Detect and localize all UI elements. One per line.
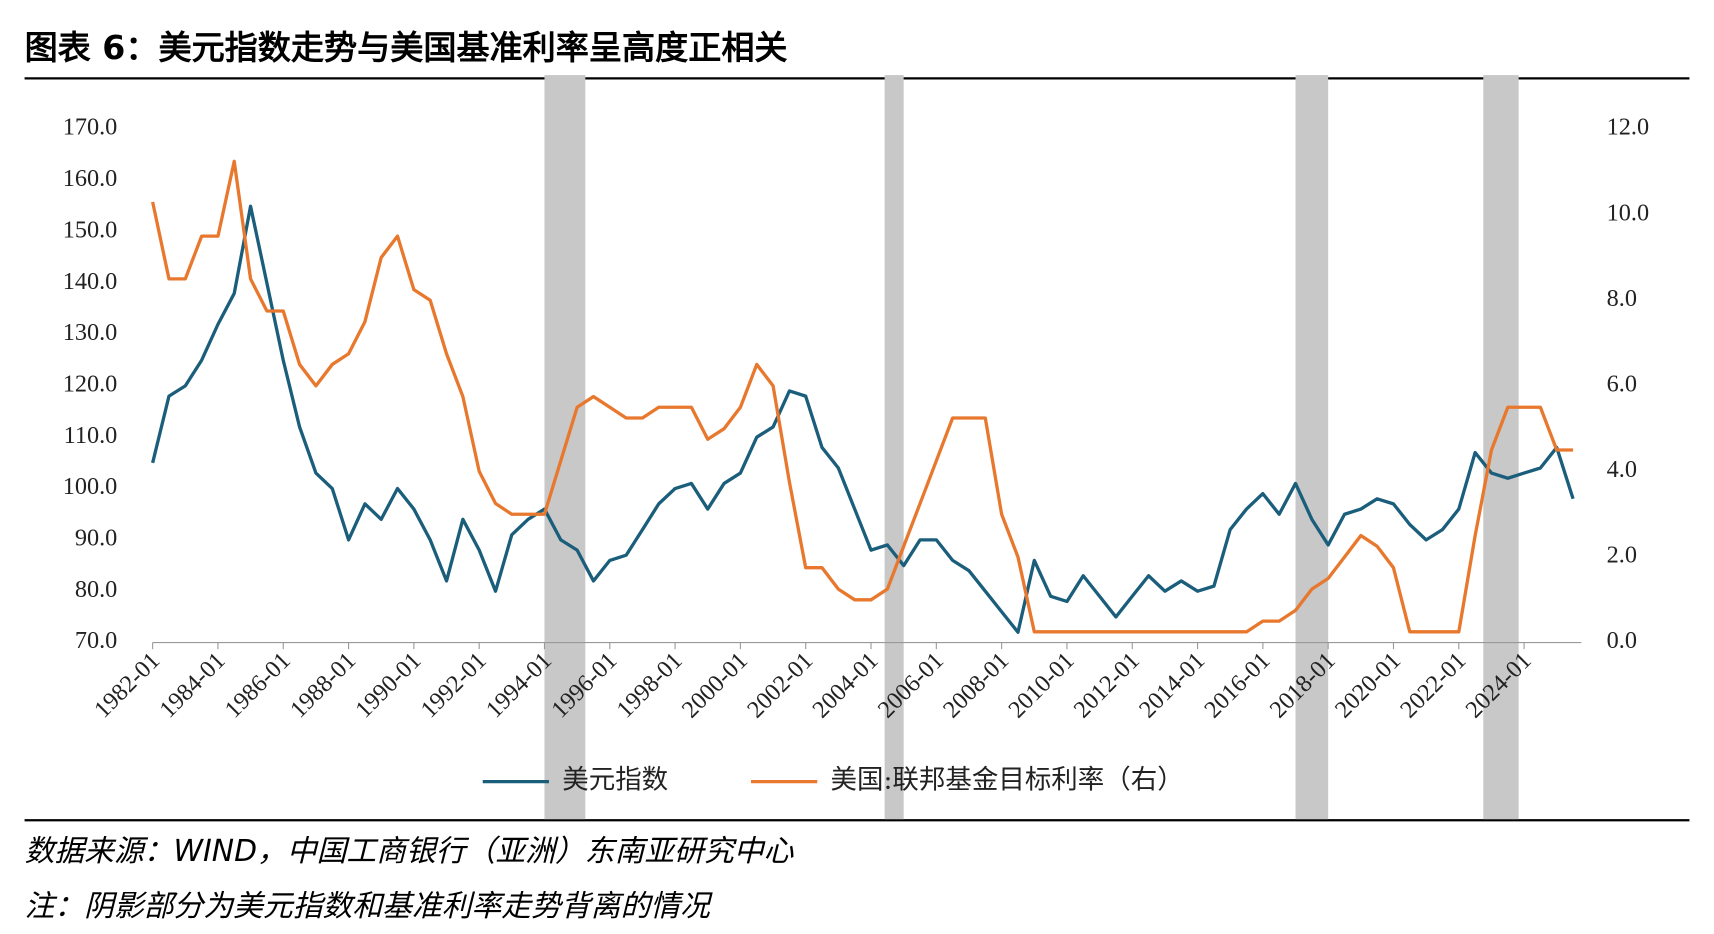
y2-tick-label: 10.0: [1607, 199, 1649, 226]
x-tick-label: 1986-01: [220, 647, 296, 723]
x-tick-label: 2000-01: [677, 647, 753, 723]
shaded-period: [1483, 75, 1519, 820]
x-tick-label: 2002-01: [742, 647, 818, 723]
y2-tick-label: 12.0: [1607, 114, 1649, 141]
x-tick-label: 2006-01: [873, 647, 949, 723]
legend-label: 美国:联邦基金目标利率（右）: [831, 765, 1184, 796]
x-tick-label: 2022-01: [1395, 647, 1471, 723]
y-tick-label: 120.0: [63, 370, 118, 397]
x-tick-label: 1984-01: [154, 647, 230, 723]
x-tick-label: 2020-01: [1330, 647, 1406, 723]
x-tick-label: 2014-01: [1134, 647, 1210, 723]
y2-tick-label: 2.0: [1607, 542, 1637, 569]
shaded-period: [884, 75, 904, 820]
shaded-period: [1295, 75, 1329, 820]
x-tick-label: 1982-01: [89, 647, 165, 723]
x-tick-label: 1990-01: [350, 647, 426, 723]
y-tick-label: 170.0: [63, 114, 118, 141]
chart-title: 图表 6：美元指数走势与美国基准利率呈高度正相关: [25, 28, 788, 67]
y2-tick-label: 6.0: [1607, 370, 1637, 397]
x-tick-label: 1998-01: [611, 647, 687, 723]
note: 注：阴影部分为美元指数和基准利率走势背离的情况: [25, 889, 714, 924]
y-tick-label: 160.0: [63, 165, 118, 192]
source: 数据来源：WIND，中国工商银行（亚洲）东南亚研究中心: [25, 834, 794, 869]
legend-label: 美元指数: [562, 765, 668, 796]
shades: [544, 75, 1519, 820]
y2-tick-label: 0.0: [1607, 627, 1637, 654]
x-tick-label: 2010-01: [1003, 647, 1079, 723]
y-tick-label: 70.0: [75, 627, 117, 654]
y2-tick-label: 4.0: [1607, 456, 1637, 483]
series-line: [151, 204, 1575, 634]
y-tick-label: 130.0: [63, 319, 118, 346]
y2-tick-label: 8.0: [1607, 285, 1637, 312]
x-tick-label: 2004-01: [807, 647, 883, 723]
x-tick-label: 2016-01: [1199, 647, 1275, 723]
y-tick-label: 90.0: [75, 524, 117, 551]
y-tick-label: 80.0: [75, 576, 117, 603]
y-tick-label: 150.0: [63, 216, 118, 243]
x-tick-label: 1988-01: [285, 647, 361, 723]
y-tick-label: 140.0: [63, 268, 118, 295]
y-tick-label: 110.0: [64, 422, 118, 449]
x-tick-label: 1992-01: [415, 647, 491, 723]
series-line: [151, 159, 1574, 634]
plot: 70.0 80.0 90.0 100.0 110.0 120.0 130.0 140.0 150…: [63, 114, 1649, 796]
y-tick-label: 100.0: [63, 473, 118, 500]
x-tick-label: 2008-01: [938, 647, 1014, 723]
x-tick-label: 2012-01: [1069, 647, 1145, 723]
